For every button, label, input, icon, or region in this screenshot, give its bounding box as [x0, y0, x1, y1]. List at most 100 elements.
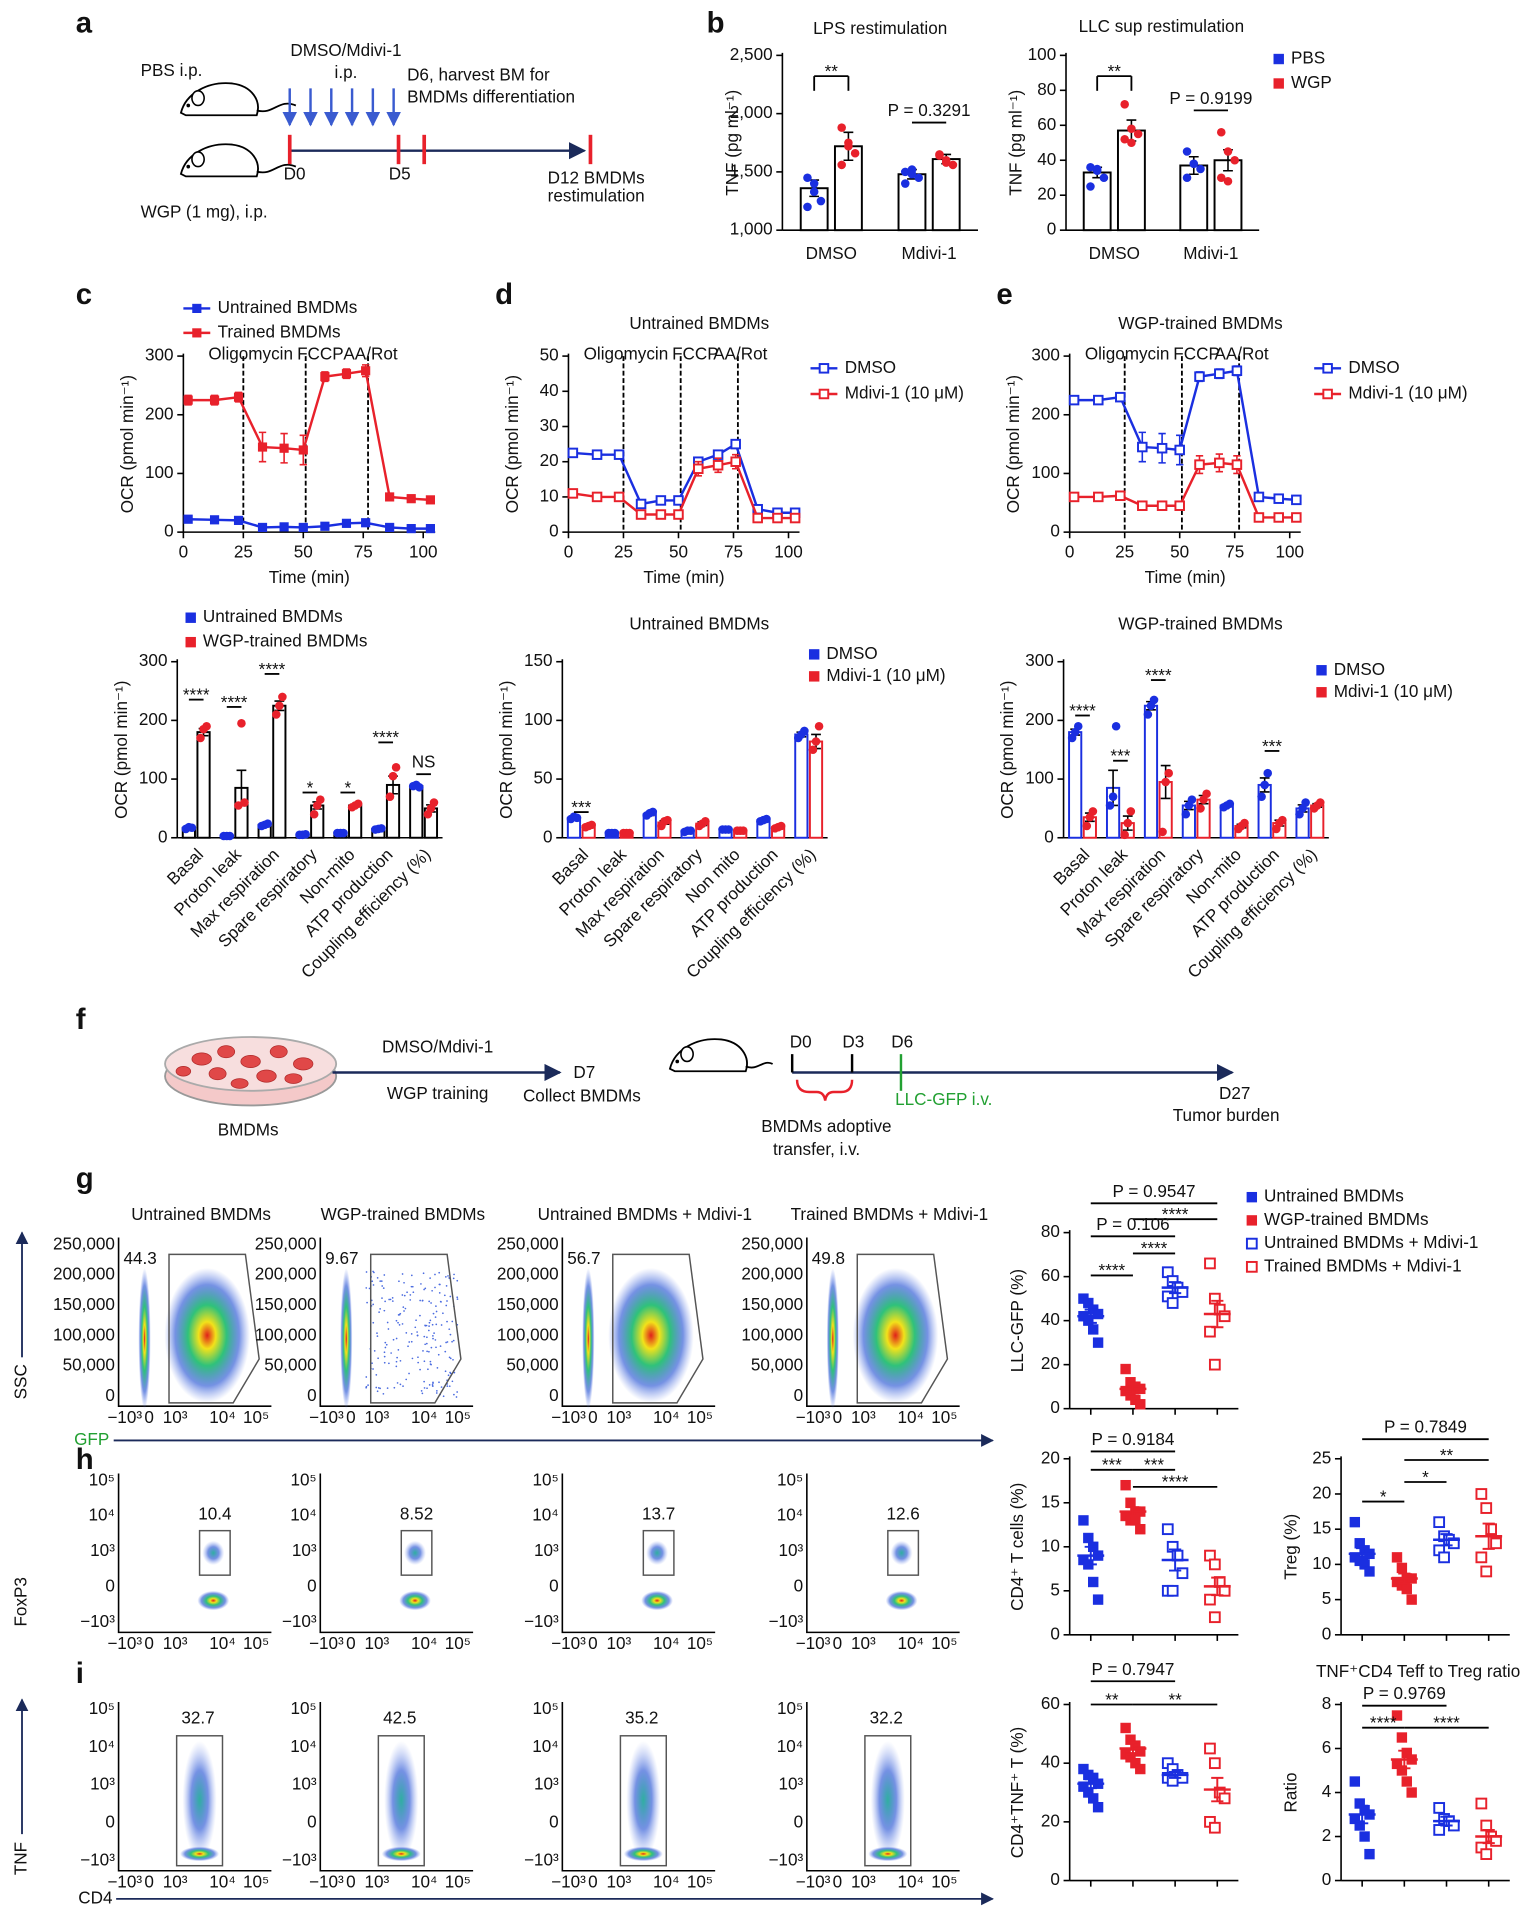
flow-y-tick-label: 200,000 — [741, 1265, 803, 1284]
density — [445, 1304, 448, 1307]
flow-x-tick-label: 10⁵ — [687, 1872, 713, 1891]
data-point — [809, 187, 819, 196]
data-point — [388, 771, 398, 781]
data-point — [1137, 441, 1148, 453]
flow-y-tick-label: 10⁴ — [290, 1506, 316, 1525]
density — [423, 1360, 426, 1363]
bar — [196, 731, 211, 839]
x-tick-label: Mdivi-1 — [1183, 244, 1238, 263]
data-point — [1135, 1399, 1146, 1410]
legend-label: Mdivi-1 (10 μM) — [826, 666, 945, 685]
flow-x-tick-label: 0 — [144, 1634, 154, 1653]
density — [377, 1357, 379, 1360]
flow-y-tick-label: 200,000 — [497, 1265, 559, 1284]
gate — [642, 1529, 675, 1576]
y-axis-label: OCR (pmol min⁻¹) — [503, 375, 522, 513]
y-tick-label: 300 — [139, 651, 168, 670]
y-axis-label: TNF (pg ml⁻¹) — [723, 90, 742, 196]
flow-x-tick-label: 0 — [833, 1634, 843, 1653]
data-point — [655, 509, 667, 520]
legend-label: DMSO — [826, 644, 877, 663]
significance-label: *** — [571, 798, 591, 817]
gate-percent: 42.5 — [383, 1708, 416, 1727]
data-point — [429, 798, 439, 807]
data-point — [1166, 1297, 1179, 1309]
data-point — [1433, 1516, 1446, 1529]
data-point — [1092, 1801, 1104, 1813]
data-point — [1218, 1310, 1231, 1323]
data-point — [1120, 1722, 1131, 1734]
y-tick-label: 150 — [524, 651, 553, 670]
gate-percent: 32.7 — [181, 1708, 214, 1727]
data-point — [1158, 827, 1167, 837]
legend-marker — [1316, 687, 1327, 698]
y-tick-label: 0 — [1050, 1624, 1060, 1643]
data-point — [233, 515, 244, 525]
flow-y-tick-label: 10⁵ — [533, 1699, 559, 1718]
error-bar — [1211, 1299, 1224, 1329]
data-point — [800, 726, 809, 736]
diagram-label: BMDMs — [218, 1121, 279, 1140]
y-tick-label: 20 — [1041, 1448, 1060, 1467]
chart-title: LPS restimulation — [813, 19, 947, 38]
data-point — [1082, 821, 1092, 831]
density — [435, 1310, 438, 1313]
flow-y-tick-label: 200,000 — [53, 1265, 115, 1284]
error-bar — [1211, 1576, 1224, 1597]
x-tick-label: 100 — [774, 542, 803, 561]
data-point — [1291, 512, 1302, 523]
density — [403, 1310, 405, 1312]
flow-y-tick-label: −10³ — [524, 1612, 559, 1631]
significance-label: * — [307, 778, 314, 797]
data-point — [814, 721, 824, 731]
data-point — [278, 692, 287, 702]
significance-label: P = 0.7849 — [1384, 1418, 1467, 1437]
density — [399, 1590, 431, 1611]
y-tick-label: 100 — [1028, 45, 1057, 64]
density — [381, 1297, 383, 1299]
diagram-label: Tumor burden — [1173, 1106, 1280, 1125]
data-point — [1088, 807, 1098, 816]
chart-title: LLC sup restimulation — [1079, 17, 1244, 36]
density — [376, 1335, 379, 1338]
y-tick-label: 80 — [1037, 80, 1056, 99]
data-point — [1364, 1848, 1375, 1860]
density — [432, 1312, 435, 1315]
data-point — [1240, 818, 1249, 828]
error-bar — [1356, 1804, 1369, 1825]
data-point — [1194, 459, 1205, 470]
x-tick-label: 25 — [1115, 542, 1134, 561]
diagram-label: D12 BMDMs — [548, 168, 645, 187]
flow-y-tick-label: 10⁵ — [290, 1699, 316, 1718]
flow-y-tick-label: 250,000 — [497, 1234, 559, 1253]
legend-marker — [1245, 1237, 1258, 1250]
data-point — [1480, 1502, 1493, 1514]
flow-y-tick-label: 0 — [549, 1813, 559, 1832]
density — [421, 1392, 424, 1395]
data-point — [808, 745, 818, 755]
x-tick-label: DMSO — [806, 244, 857, 263]
y-tick-label: 200 — [1031, 404, 1060, 423]
data-point — [1475, 1551, 1488, 1564]
data-point — [941, 158, 951, 167]
y-tick-label: 200 — [145, 404, 174, 423]
x-tick-label: 25 — [234, 542, 253, 561]
event-label: Oligomycin — [1085, 344, 1170, 363]
density — [444, 1350, 447, 1353]
density — [427, 1329, 430, 1332]
density — [410, 1340, 413, 1343]
y-tick-label: 25 — [1312, 1448, 1331, 1467]
significance-label: **** — [1162, 1205, 1189, 1224]
density — [448, 1356, 451, 1359]
data-point — [1433, 1824, 1446, 1836]
density — [448, 1385, 451, 1388]
data-point — [257, 522, 268, 533]
legend-label: DMSO — [1334, 660, 1385, 679]
data-point — [1208, 1292, 1221, 1305]
density — [366, 1301, 368, 1304]
flow-y-tick-label: 50,000 — [506, 1356, 558, 1375]
density — [382, 1287, 385, 1290]
data-point — [1214, 457, 1225, 469]
data-point — [187, 823, 197, 833]
y-tick-label: 100 — [1025, 769, 1054, 788]
